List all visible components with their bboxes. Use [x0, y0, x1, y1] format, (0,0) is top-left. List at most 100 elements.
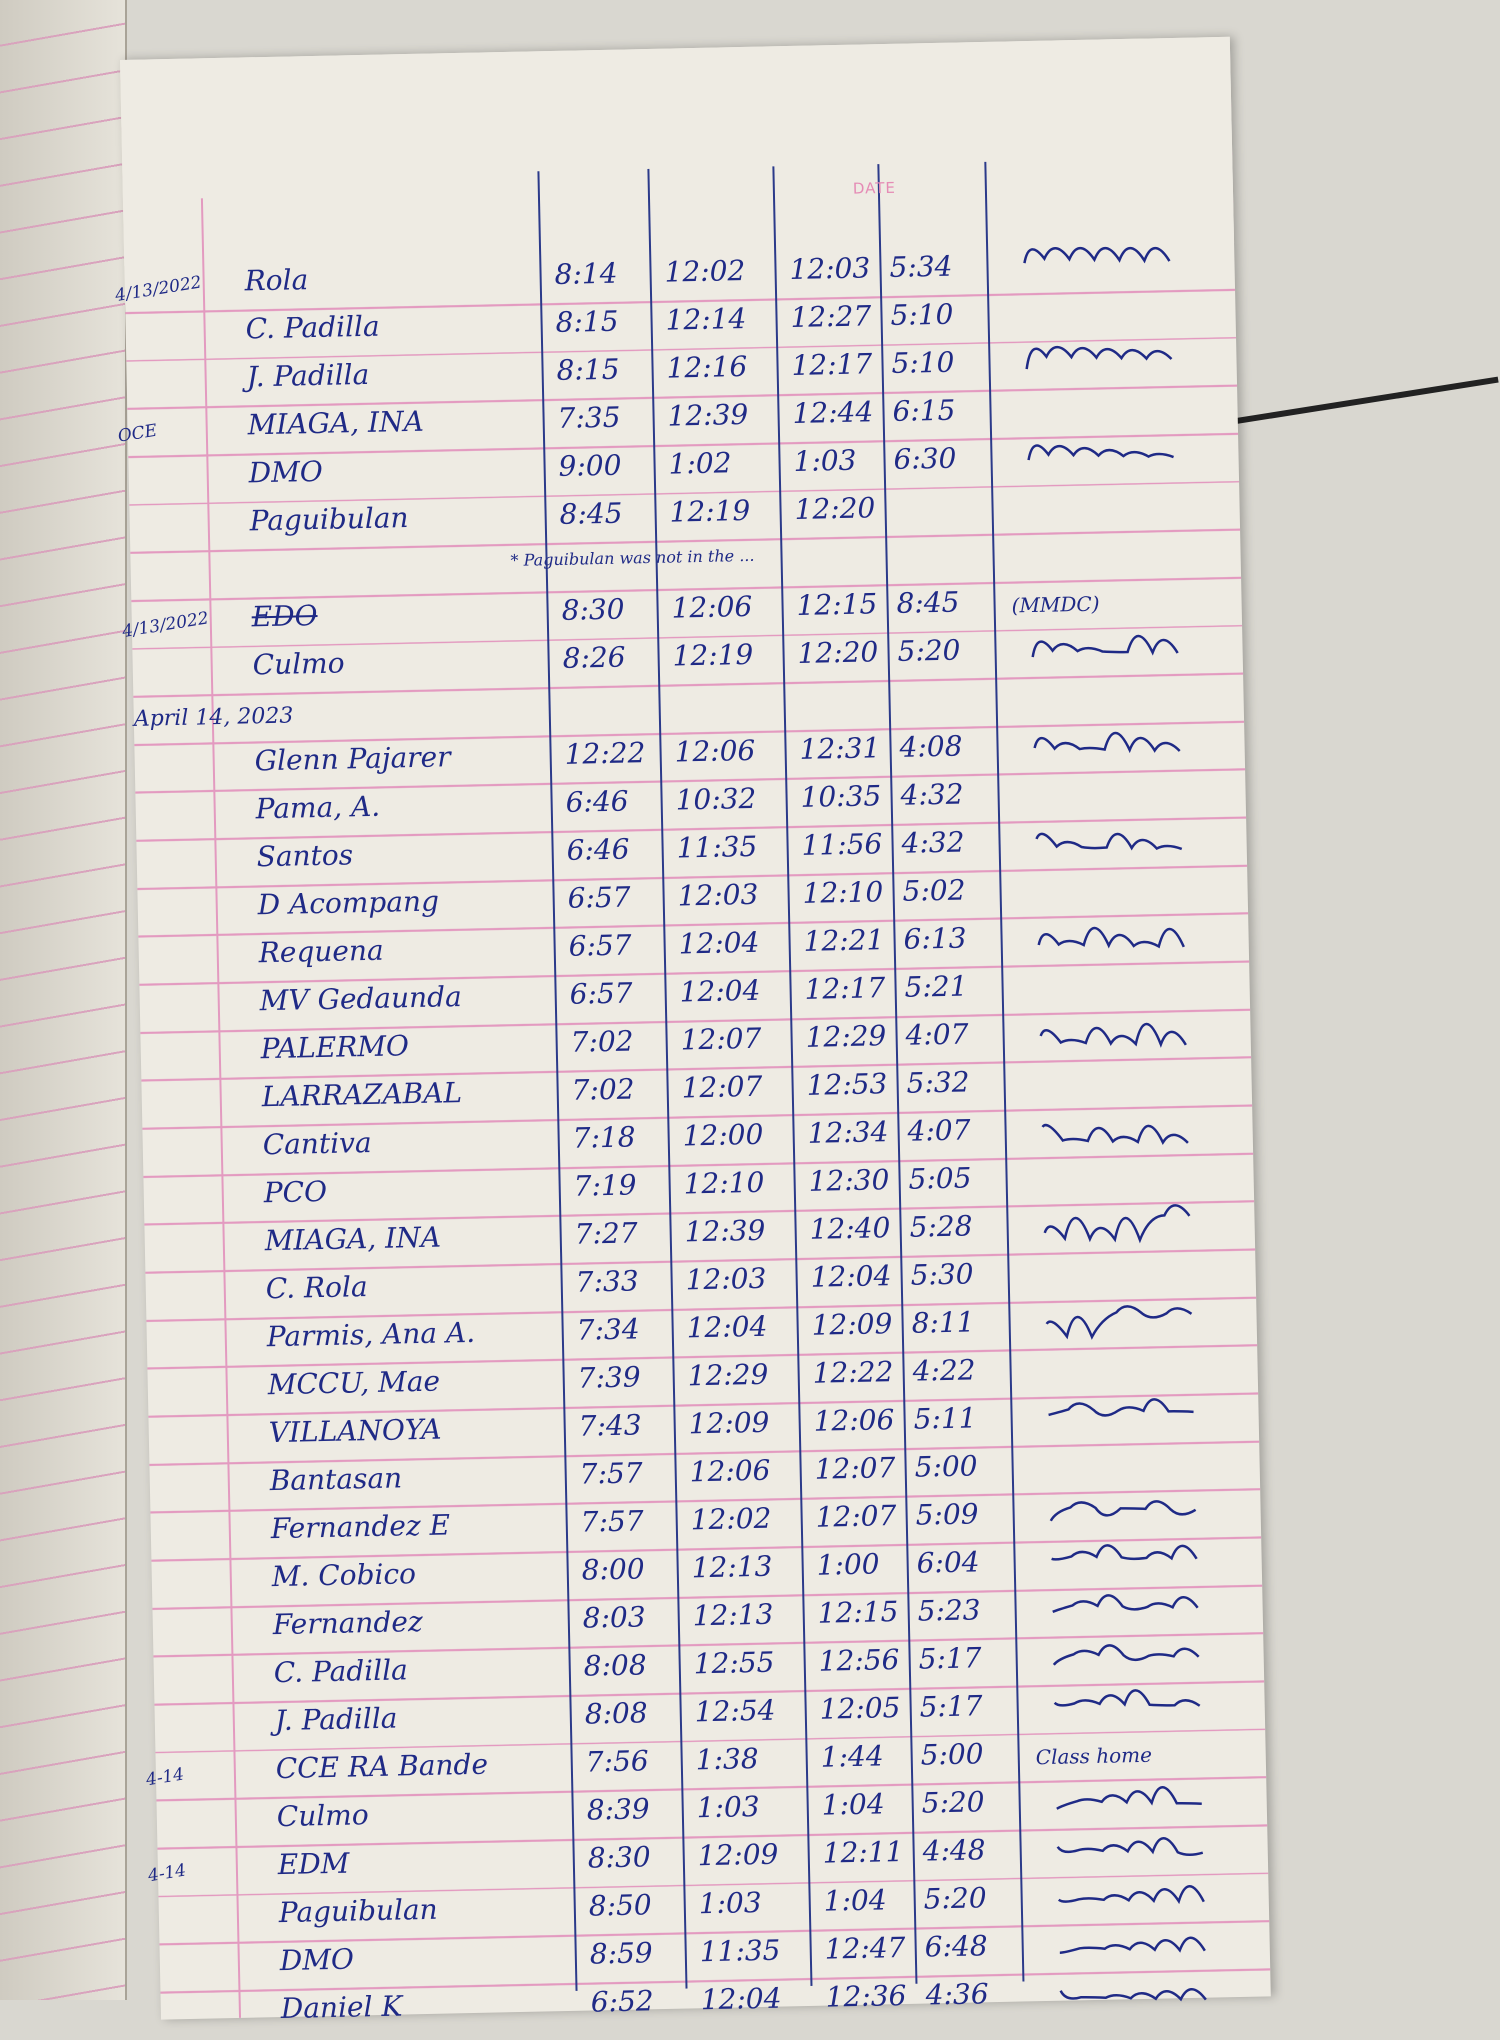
employee-name: EDO: [251, 598, 318, 634]
time-in-am: 7:19: [573, 1168, 637, 1203]
time-in-am: 8:00: [581, 1552, 645, 1587]
signature-icon: [1059, 1936, 1206, 1954]
time-out-am: 12:04: [700, 1981, 782, 2017]
time-out-am: 12:07: [681, 1069, 763, 1105]
remark: Class home: [1035, 1742, 1153, 1770]
attendance-log: 4/13/2022 Rola 8:14 12:02 12:03 5:34 C. Padill…: [114, 235, 1271, 2034]
table-row: Santos 6:46 11:35 11:56 4:32: [136, 811, 1247, 882]
signature-icon: [1056, 1837, 1204, 1857]
employee-name: Requena: [258, 933, 384, 970]
time-out-pm: 5:05: [908, 1161, 972, 1196]
time-in-pm: 10:35: [800, 779, 882, 814]
employee-name: Bantasan: [269, 1461, 403, 1498]
time-in-pm: 12:03: [789, 251, 871, 287]
time-out-am: 12:16: [666, 349, 748, 385]
time-out-pm: 6:30: [893, 441, 957, 476]
employee-name: DMO: [248, 454, 324, 490]
time-in-am: 12:22: [564, 736, 646, 771]
time-in-pm: 12:31: [799, 731, 881, 766]
time-in-am: 6:46: [565, 784, 629, 819]
signature-icon: [1057, 1885, 1205, 1905]
employee-name: Fernandez E: [270, 1508, 451, 1546]
time-in-am: 7:35: [557, 400, 621, 435]
time-out-am: 12:03: [685, 1261, 767, 1297]
signature-icon: [1041, 1123, 1189, 1145]
signature-icon: [1052, 1644, 1200, 1666]
employee-name: PALERMO: [260, 1029, 410, 1066]
time-out-pm: 8:45: [896, 585, 960, 620]
time-out-am: 12:13: [692, 1597, 774, 1633]
time-out-am: 12:02: [664, 253, 746, 289]
time-out-pm: 6:15: [892, 393, 956, 428]
entry-date: 4-14: [146, 1860, 188, 1887]
time-out-am: 12:13: [691, 1549, 773, 1585]
employee-name: Santos: [256, 838, 354, 874]
time-in-pm: 12:27: [790, 299, 872, 335]
employee-name: MIAGA, INA: [264, 1220, 442, 1258]
table-row: Requena 6:57 12:04 12:21 6:13: [138, 907, 1249, 978]
time-in-pm: 12:29: [805, 1019, 887, 1054]
table-row: Fernandez 8:03 12:13 12:15 5:23: [152, 1578, 1263, 1649]
time-in-pm: 1:04: [821, 1787, 885, 1822]
time-out-pm: 5:34: [889, 249, 953, 284]
left-page: [0, 0, 127, 2000]
employee-name: J. Padilla: [246, 357, 370, 394]
time-in-am: 8:14: [554, 256, 618, 291]
time-in-pm: 12:36: [825, 1978, 907, 2014]
employee-name: PCO: [263, 1174, 328, 1210]
time-in-am: 8:03: [582, 1600, 646, 1635]
time-out-pm: 5:23: [917, 1593, 981, 1628]
time-in-am: 7:02: [570, 1024, 634, 1059]
signature-icon: [1025, 345, 1173, 370]
time-in-am: 8:08: [583, 1648, 647, 1683]
time-out-am: 12:06: [671, 589, 753, 625]
signature-icon: [1052, 1594, 1199, 1613]
time-out-pm: 6:13: [903, 921, 967, 956]
time-in-am: 6:52: [590, 1984, 654, 2019]
time-out-am: 12:55: [693, 1645, 775, 1681]
employee-name: MV Gedaunda: [259, 980, 463, 1018]
time-out-pm: 5:20: [897, 633, 961, 668]
time-in-am: 7:56: [585, 1744, 649, 1779]
employee-name: D Acompang: [257, 884, 440, 922]
time-out-pm: 5:17: [919, 1689, 983, 1724]
time-out-pm: 5:30: [910, 1257, 974, 1292]
time-out-am: 12:04: [686, 1309, 768, 1345]
time-in-am: 8:59: [589, 1936, 653, 1971]
time-in-pm: 12:17: [804, 971, 886, 1006]
signature-icon: [1035, 832, 1183, 851]
time-in-pm: 11:56: [801, 827, 883, 862]
time-out-pm: 5:00: [920, 1737, 984, 1772]
time-in-pm: 12:47: [824, 1930, 906, 1966]
employee-name: Paguibulan: [249, 501, 409, 538]
time-in-am: 6:46: [566, 832, 630, 867]
time-in-pm: 12:07: [814, 1451, 896, 1486]
time-in-pm: 12:22: [812, 1355, 894, 1390]
time-in-pm: 12:53: [806, 1067, 888, 1102]
time-out-pm: 8:11: [911, 1305, 975, 1340]
time-in-am: 6:57: [567, 880, 631, 915]
employee-name: M. Cobico: [271, 1557, 417, 1594]
time-in-pm: 1:04: [823, 1883, 887, 1918]
employee-name: MIAGA, INA: [247, 404, 425, 442]
employee-name: DMO: [279, 1942, 355, 1978]
signature-icon: [1048, 1398, 1194, 1417]
time-out-pm: 5:10: [891, 345, 955, 380]
time-in-pm: 12:56: [818, 1643, 900, 1678]
time-out-pm: 5:00: [914, 1449, 978, 1484]
time-in-am: 7:57: [579, 1456, 643, 1491]
table-row: Fernandez E 7:57 12:02 12:07 5:09: [150, 1482, 1261, 1553]
time-in-pm: 12:11: [822, 1834, 904, 1870]
time-in-am: 8:08: [584, 1696, 648, 1731]
table-row: Daniel K 6:52 12:04 12:36 4:36: [160, 1962, 1271, 2033]
time-in-am: 6:57: [568, 928, 632, 963]
table-row: J. Padilla 8:15 12:16 12:17 5:10: [126, 331, 1237, 402]
time-in-am: 7:33: [575, 1264, 639, 1299]
time-out-am: 12:19: [672, 637, 754, 673]
time-out-am: 12:54: [694, 1693, 776, 1729]
time-in-am: 8:50: [588, 1888, 652, 1923]
employee-name: C. Rola: [265, 1270, 368, 1306]
time-out-am: 12:39: [667, 397, 749, 433]
time-in-pm: 12:40: [809, 1211, 891, 1246]
time-out-pm: 5:17: [918, 1641, 982, 1676]
